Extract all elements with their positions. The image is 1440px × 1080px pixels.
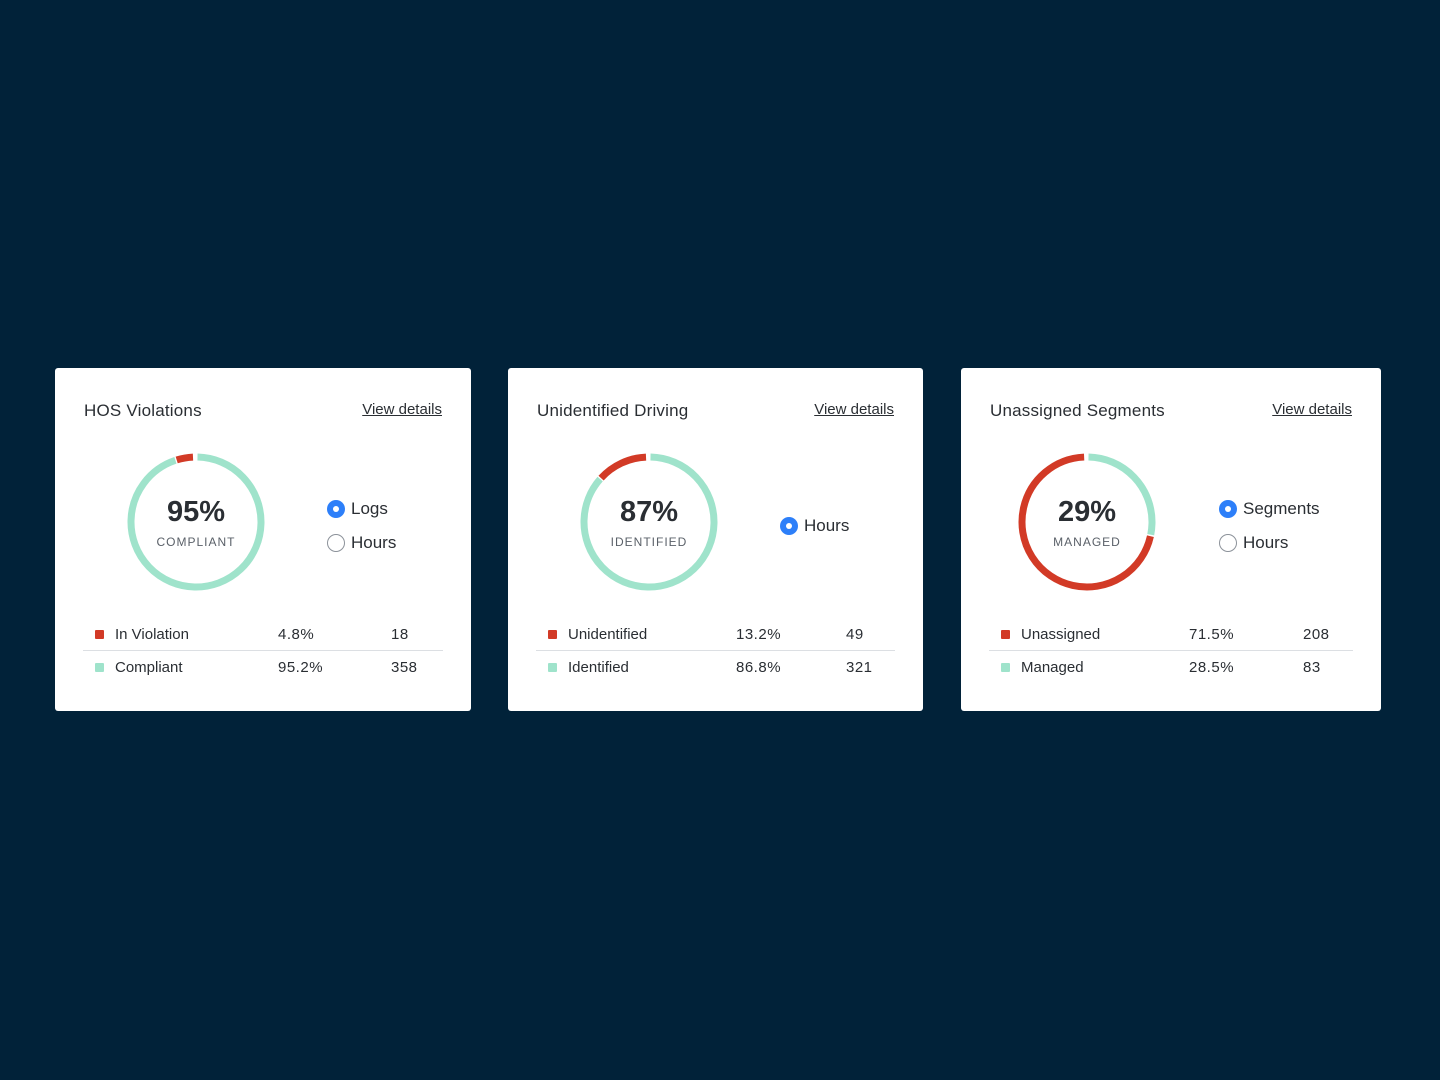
radio-checked-icon bbox=[1219, 500, 1237, 518]
view-details-link[interactable]: View details bbox=[362, 401, 442, 418]
legend-table: Unassigned 71.5% 208 Managed 28.5% 83 bbox=[989, 618, 1353, 683]
metric-radio-group: Segments Hours bbox=[1219, 492, 1320, 560]
metric-radio-group: Logs Hours bbox=[327, 492, 396, 560]
table-row: Unassigned 71.5% 208 bbox=[989, 618, 1353, 651]
radio-unchecked-icon bbox=[327, 534, 345, 552]
donut-center: 95% COMPLIANT bbox=[124, 450, 268, 594]
table-row: In Violation 4.8% 18 bbox=[83, 618, 443, 651]
radio-hours[interactable]: Hours bbox=[327, 526, 396, 560]
radio-checked-icon bbox=[327, 500, 345, 518]
row-percent: 28.5% bbox=[1189, 659, 1235, 676]
row-label: Unassigned bbox=[1021, 626, 1101, 643]
table-row: Identified 86.8% 321 bbox=[536, 651, 895, 683]
table-row: Unidentified 13.2% 49 bbox=[536, 618, 895, 651]
radio-unchecked-icon bbox=[1219, 534, 1237, 552]
donut-violation-arc bbox=[580, 453, 718, 591]
table-row: Managed 28.5% 83 bbox=[989, 651, 1353, 683]
donut-value: 29% bbox=[1057, 495, 1117, 528]
radio-hours[interactable]: Hours bbox=[780, 509, 849, 543]
row-count: 358 bbox=[391, 659, 418, 676]
compliant-swatch bbox=[95, 663, 104, 672]
donut-caption: IDENTIFIED bbox=[610, 534, 688, 549]
radio-label: Segments bbox=[1243, 499, 1320, 518]
managed-donut-chart: 29% MANAGED bbox=[1015, 450, 1159, 594]
radio-checked-icon bbox=[780, 517, 798, 535]
donut-caption: MANAGED bbox=[1053, 534, 1121, 549]
compliance-donut-chart: 95% COMPLIANT bbox=[124, 450, 268, 594]
radio-label: Hours bbox=[1243, 533, 1289, 552]
row-percent: 4.8% bbox=[278, 626, 315, 643]
radio-hours[interactable]: Hours bbox=[1219, 526, 1320, 560]
donut-svg bbox=[580, 453, 718, 591]
row-count: 83 bbox=[1303, 659, 1321, 676]
radio-label: Hours bbox=[804, 516, 850, 535]
compliant-swatch bbox=[548, 663, 557, 672]
legend-table: In Violation 4.8% 18 Compliant 95.2% 358 bbox=[83, 618, 443, 683]
hos-violations-card: HOS Violations View details 95% COMPLIAN… bbox=[55, 368, 471, 711]
row-label: Unidentified bbox=[568, 626, 648, 643]
row-label: Compliant bbox=[115, 659, 183, 676]
legend-table: Unidentified 13.2% 49 Identified 86.8% 3… bbox=[536, 618, 895, 683]
violation-swatch bbox=[548, 630, 557, 639]
donut-center: 87% IDENTIFIED bbox=[577, 450, 721, 594]
row-percent: 86.8% bbox=[736, 659, 782, 676]
row-percent: 95.2% bbox=[278, 659, 324, 676]
radio-label: Logs bbox=[351, 499, 388, 518]
violation-swatch bbox=[1001, 630, 1010, 639]
unassigned-segments-card: Unassigned Segments View details 29% MAN… bbox=[961, 368, 1381, 711]
radio-label: Hours bbox=[351, 533, 397, 552]
donut-center: 29% MANAGED bbox=[1015, 450, 1159, 594]
compliant-swatch bbox=[1001, 663, 1010, 672]
row-label: Managed bbox=[1021, 659, 1084, 676]
donut-compliant-arc bbox=[1018, 453, 1156, 591]
donut-svg bbox=[1018, 453, 1156, 591]
identified-donut-chart: 87% IDENTIFIED bbox=[577, 450, 721, 594]
donut-value: 95% bbox=[166, 495, 226, 528]
radio-logs[interactable]: Logs bbox=[327, 492, 396, 526]
unidentified-driving-card: Unidentified Driving View details 87% ID… bbox=[508, 368, 923, 711]
radio-segments[interactable]: Segments bbox=[1219, 492, 1320, 526]
donut-caption: COMPLIANT bbox=[156, 534, 236, 549]
view-details-link[interactable]: View details bbox=[814, 401, 894, 418]
donut-compliant-arc bbox=[580, 453, 718, 591]
view-details-link[interactable]: View details bbox=[1272, 401, 1352, 418]
row-percent: 13.2% bbox=[736, 626, 782, 643]
row-label: Identified bbox=[568, 659, 629, 676]
donut-value: 87% bbox=[619, 495, 679, 528]
card-title: Unassigned Segments bbox=[990, 401, 1165, 420]
card-title: HOS Violations bbox=[84, 401, 202, 420]
row-label: In Violation bbox=[115, 626, 189, 643]
row-count: 49 bbox=[846, 626, 864, 643]
row-count: 18 bbox=[391, 626, 409, 643]
row-count: 208 bbox=[1303, 626, 1330, 643]
row-percent: 71.5% bbox=[1189, 626, 1235, 643]
donut-violation-arc bbox=[1018, 453, 1156, 591]
metric-radio-group: Hours bbox=[780, 509, 849, 543]
donut-svg bbox=[127, 453, 265, 591]
table-row: Compliant 95.2% 358 bbox=[83, 651, 443, 683]
violation-swatch bbox=[95, 630, 104, 639]
row-count: 321 bbox=[846, 659, 873, 676]
card-title: Unidentified Driving bbox=[537, 401, 689, 420]
